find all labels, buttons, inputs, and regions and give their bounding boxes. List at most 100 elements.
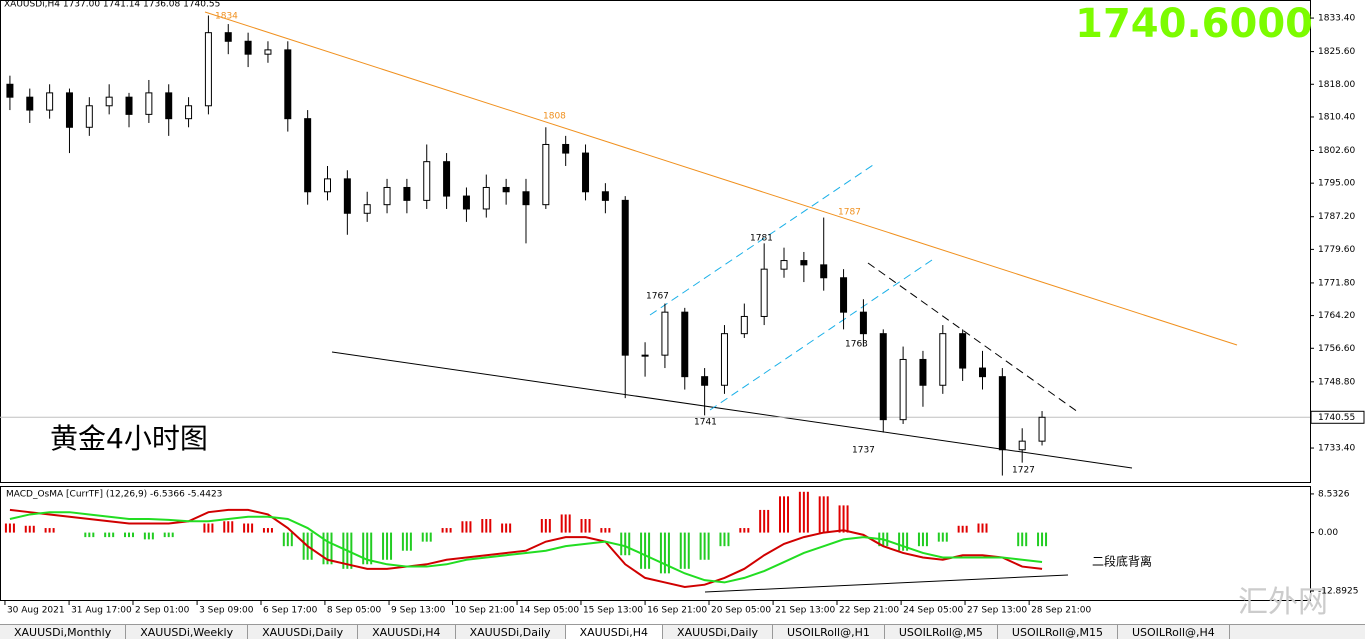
y-tick-label: 1802.60: [1318, 146, 1355, 156]
candle-body: [125, 96, 133, 115]
candle-body: [939, 333, 947, 386]
x-tick-label: 30 Aug 2021: [7, 606, 65, 616]
y-tick-label: 1787.20: [1318, 212, 1355, 222]
tab[interactable]: XAUUSDi,H4: [565, 625, 664, 639]
big-price: 1740.6000: [1075, 1, 1313, 47]
candle-body: [224, 32, 232, 42]
candle-body: [284, 49, 292, 120]
current-price-box: [1310, 410, 1365, 424]
y-tick-label: 1771.80: [1318, 278, 1355, 288]
tab[interactable]: XAUUSDi,Daily: [663, 625, 774, 639]
x-tick-label: 9 Sep 13:00: [391, 606, 446, 616]
candle-body: [740, 315, 748, 335]
y-tick-label: 1795.00: [1318, 179, 1355, 189]
x-tick-label: 8 Sep 05:00: [327, 606, 382, 616]
chart-caption: 黄金4小时图: [50, 422, 208, 455]
y-tick-label: 1825.60: [1318, 47, 1355, 57]
candle-body: [145, 92, 153, 115]
tab-bar: XAUUSDi,Monthly XAUUSDi,Weekly XAUUSDi,Dai…: [0, 624, 1365, 639]
candle-body: [959, 333, 967, 369]
divergence-line: [704, 574, 1069, 593]
annotation: 1808: [543, 112, 566, 122]
watermark: 汇外网: [1238, 585, 1328, 620]
candle-body: [443, 161, 451, 197]
annotation: 1781: [750, 234, 773, 244]
candle-body: [601, 191, 609, 201]
candle-body: [1018, 440, 1026, 451]
chart: XAUUSDi,H4 1737.00 1741.14 1736.08 1740.…: [0, 0, 1365, 620]
candle-body: [879, 333, 887, 421]
tab[interactable]: XAUUSDi,Monthly: [0, 625, 127, 639]
candle-body: [462, 195, 470, 210]
candle-body: [582, 152, 590, 193]
candle-body: [85, 105, 93, 128]
x-tick-label: 6 Sep 17:00: [263, 606, 318, 616]
candle-body: [502, 186, 510, 193]
macd-caption: 二段底背离: [1092, 554, 1152, 569]
candle-body: [621, 199, 629, 356]
candle-body: [701, 376, 709, 386]
tab[interactable]: USOILRoll@,H4: [1118, 625, 1230, 639]
candle-body: [65, 92, 73, 128]
x-tick-label: 3 Sep 09:00: [199, 606, 254, 616]
x-tick-label: 28 Sep 21:00: [1031, 606, 1091, 616]
annotation: 1741: [694, 418, 717, 428]
x-tick-label: 22 Sep 21:00: [839, 606, 899, 616]
candle-body: [165, 92, 173, 120]
candle-body: [562, 143, 570, 154]
annotation: 1787: [838, 208, 861, 218]
tab[interactable]: XAUUSDi,Weekly: [126, 625, 249, 639]
tab[interactable]: XAUUSDi,H4: [358, 625, 456, 639]
y-tick-label: 0.00: [1318, 528, 1338, 538]
macd-title: MACD_OsMA [CurrTF] (12,26,9) -6.5366 -5.…: [6, 490, 222, 500]
y-tick-label: 1833.40: [1318, 14, 1355, 24]
candle-body: [482, 186, 490, 210]
tab[interactable]: USOILRoll@,M5: [885, 625, 998, 639]
channel-line: [709, 259, 933, 411]
candle-body: [204, 32, 212, 107]
symbol-info: XAUUSDi,H4 1737.00 1741.14 1736.08 1740.…: [4, 0, 220, 10]
candle-body: [899, 358, 907, 421]
candle-body: [522, 191, 530, 206]
tab[interactable]: USOILRoll@,M15: [998, 625, 1118, 639]
main-panel: [0, 0, 1311, 483]
x-tick-label: 27 Sep 13:00: [967, 606, 1027, 616]
y-tick-label: 1779.60: [1318, 245, 1355, 255]
candle-body: [840, 277, 848, 313]
candle-body: [661, 311, 669, 356]
trend-line: [204, 11, 1238, 346]
candle-body: [363, 204, 371, 214]
tab[interactable]: XAUUSDi,Daily: [248, 625, 359, 639]
annotation: 1763: [845, 340, 868, 350]
y-tick-label: 1764.20: [1318, 311, 1355, 321]
candle-body: [423, 161, 431, 201]
y-tick-label: 1733.40: [1318, 444, 1355, 454]
x-tick-label: 10 Sep 21:00: [455, 606, 515, 616]
x-tick-label: 16 Sep 21:00: [647, 606, 707, 616]
trend-line: [867, 262, 1079, 413]
candle-body: [979, 367, 986, 378]
y-tick-label: 1810.40: [1318, 112, 1355, 122]
candle-body: [820, 264, 828, 279]
candle-body: [324, 178, 331, 193]
macd-panel: [0, 486, 1311, 601]
annotation: 1727: [1012, 466, 1035, 476]
y-tick-label: 8.5326: [1318, 489, 1350, 499]
candle-body: [343, 178, 351, 214]
annotation: 1737: [852, 446, 875, 456]
tab[interactable]: USOILRoll@,H1: [773, 625, 885, 639]
annotation: 1767: [646, 292, 669, 302]
x-tick-label: 20 Sep 05:00: [711, 606, 771, 616]
candle-body: [859, 311, 867, 335]
candle-body: [264, 49, 272, 55]
y-tick-label: 1756.60: [1318, 344, 1355, 354]
trend-line: [331, 351, 1133, 469]
candle-body: [720, 333, 728, 386]
tab[interactable]: XAUUSDi,Daily: [456, 625, 566, 639]
candle-body: [6, 83, 14, 98]
candle-body: [244, 40, 252, 55]
candle-body: [998, 376, 1006, 451]
current-price-label: 1740.55: [1318, 413, 1355, 423]
x-tick-label: 15 Sep 13:00: [583, 606, 643, 616]
candle-body: [760, 268, 768, 317]
